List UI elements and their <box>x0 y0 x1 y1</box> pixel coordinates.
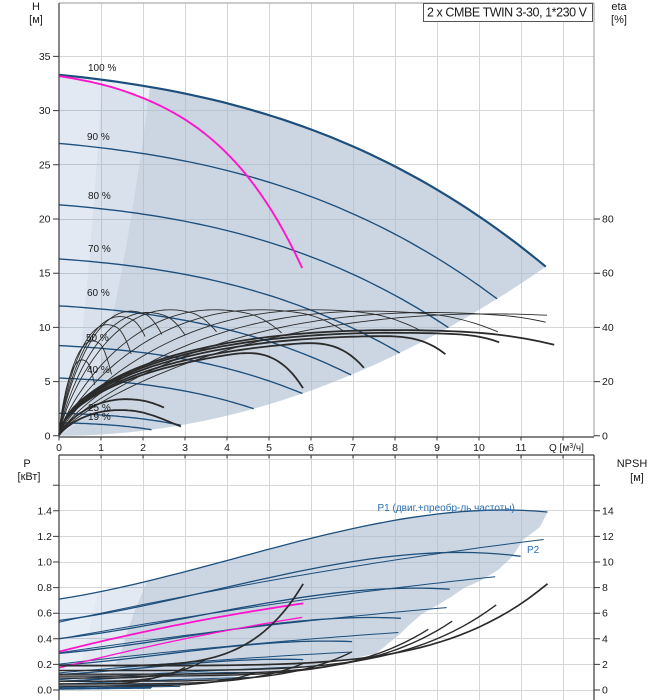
svg-text:0: 0 <box>602 430 608 442</box>
svg-text:6: 6 <box>602 608 608 620</box>
svg-text:P2: P2 <box>527 545 540 556</box>
svg-text:0.2: 0.2 <box>37 659 52 671</box>
svg-text:20: 20 <box>39 214 51 226</box>
svg-text:60 %: 60 % <box>87 288 110 299</box>
svg-text:3: 3 <box>182 442 188 454</box>
svg-text:P: P <box>23 458 30 470</box>
svg-text:0.8: 0.8 <box>37 582 52 594</box>
svg-text:4: 4 <box>224 442 230 454</box>
svg-text:5: 5 <box>45 376 51 388</box>
svg-text:40: 40 <box>602 322 614 334</box>
svg-text:6: 6 <box>308 442 314 454</box>
svg-text:0.6: 0.6 <box>37 608 52 620</box>
svg-text:2: 2 <box>140 442 146 454</box>
svg-text:100 %: 100 % <box>88 63 116 74</box>
svg-text:90 %: 90 % <box>87 132 110 143</box>
svg-text:14: 14 <box>602 505 614 517</box>
svg-text:[%]: [%] <box>611 14 627 26</box>
svg-text:9: 9 <box>434 442 440 454</box>
svg-text:0.0: 0.0 <box>37 685 52 697</box>
svg-text:0.4: 0.4 <box>37 633 52 645</box>
svg-text:5: 5 <box>266 442 272 454</box>
svg-text:80: 80 <box>602 214 614 226</box>
svg-text:NPSH: NPSH <box>617 458 648 470</box>
svg-text:[кВт]: [кВт] <box>18 471 41 483</box>
svg-text:2 x CMBE TWIN 3-30, 1*230 V: 2 x CMBE TWIN 3-30, 1*230 V <box>427 6 588 20</box>
svg-text:20: 20 <box>602 376 614 388</box>
svg-text:H: H <box>32 1 40 13</box>
svg-text:11: 11 <box>516 442 527 454</box>
svg-text:P1 (двиг.+преобр-ль частоты): P1 (двиг.+преобр-ль частоты) <box>378 502 515 514</box>
svg-text:35: 35 <box>39 51 51 63</box>
svg-text:1.2: 1.2 <box>37 531 52 543</box>
svg-text:7: 7 <box>350 442 356 454</box>
svg-text:8: 8 <box>602 582 608 594</box>
svg-text:8: 8 <box>392 442 398 454</box>
svg-text:1.4: 1.4 <box>37 505 52 517</box>
svg-text:50 %: 50 % <box>86 333 109 344</box>
svg-text:1: 1 <box>98 442 104 454</box>
svg-text:25: 25 <box>39 159 51 171</box>
svg-text:12: 12 <box>602 531 614 543</box>
svg-text:0: 0 <box>56 442 62 454</box>
svg-text:0: 0 <box>602 685 608 697</box>
svg-text:19 %: 19 % <box>88 412 111 423</box>
svg-text:10: 10 <box>39 322 51 334</box>
svg-text:[м]: [м] <box>630 472 644 484</box>
svg-text:30: 30 <box>39 105 51 117</box>
svg-text:0: 0 <box>45 430 51 442</box>
svg-text:eta: eta <box>611 1 627 13</box>
svg-text:[м]: [м] <box>29 14 43 26</box>
svg-text:15: 15 <box>39 268 51 280</box>
svg-text:70 %: 70 % <box>88 244 111 255</box>
svg-text:10: 10 <box>473 442 485 454</box>
svg-text:80 %: 80 % <box>88 191 111 202</box>
svg-text:10: 10 <box>602 557 614 569</box>
svg-text:25 %: 25 % <box>88 403 111 414</box>
svg-text:4: 4 <box>602 633 608 645</box>
svg-text:Q [м3/ч]: Q [м3/ч] <box>549 443 584 454</box>
svg-text:60: 60 <box>602 268 614 280</box>
svg-text:1.0: 1.0 <box>37 557 52 569</box>
svg-text:40 %: 40 % <box>87 365 110 376</box>
svg-text:2: 2 <box>602 659 608 671</box>
